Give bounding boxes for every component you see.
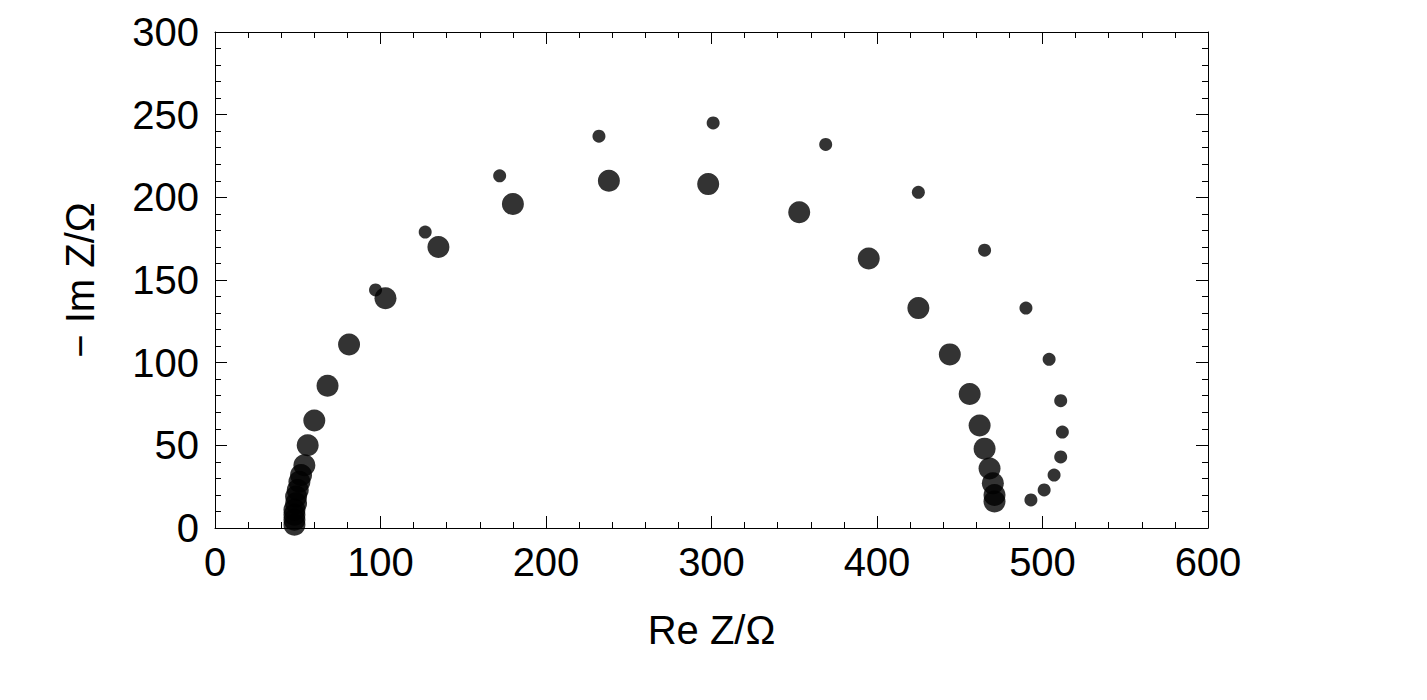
svg-text:600: 600 (1175, 540, 1242, 584)
svg-text:− Im Z/Ω: − Im Z/Ω (58, 202, 102, 357)
svg-text:Re Z/Ω: Re Z/Ω (648, 608, 776, 652)
svg-text:400: 400 (844, 540, 911, 584)
svg-text:500: 500 (1009, 540, 1076, 584)
svg-text:50: 50 (155, 423, 200, 467)
svg-text:0: 0 (177, 506, 199, 550)
svg-text:0: 0 (204, 540, 226, 584)
svg-text:200: 200 (513, 540, 580, 584)
svg-text:300: 300 (678, 540, 745, 584)
svg-text:200: 200 (132, 175, 199, 219)
svg-text:100: 100 (132, 341, 199, 385)
svg-text:250: 250 (132, 93, 199, 137)
svg-text:100: 100 (347, 540, 414, 584)
svg-text:300: 300 (132, 10, 199, 54)
svg-text:150: 150 (132, 258, 199, 302)
